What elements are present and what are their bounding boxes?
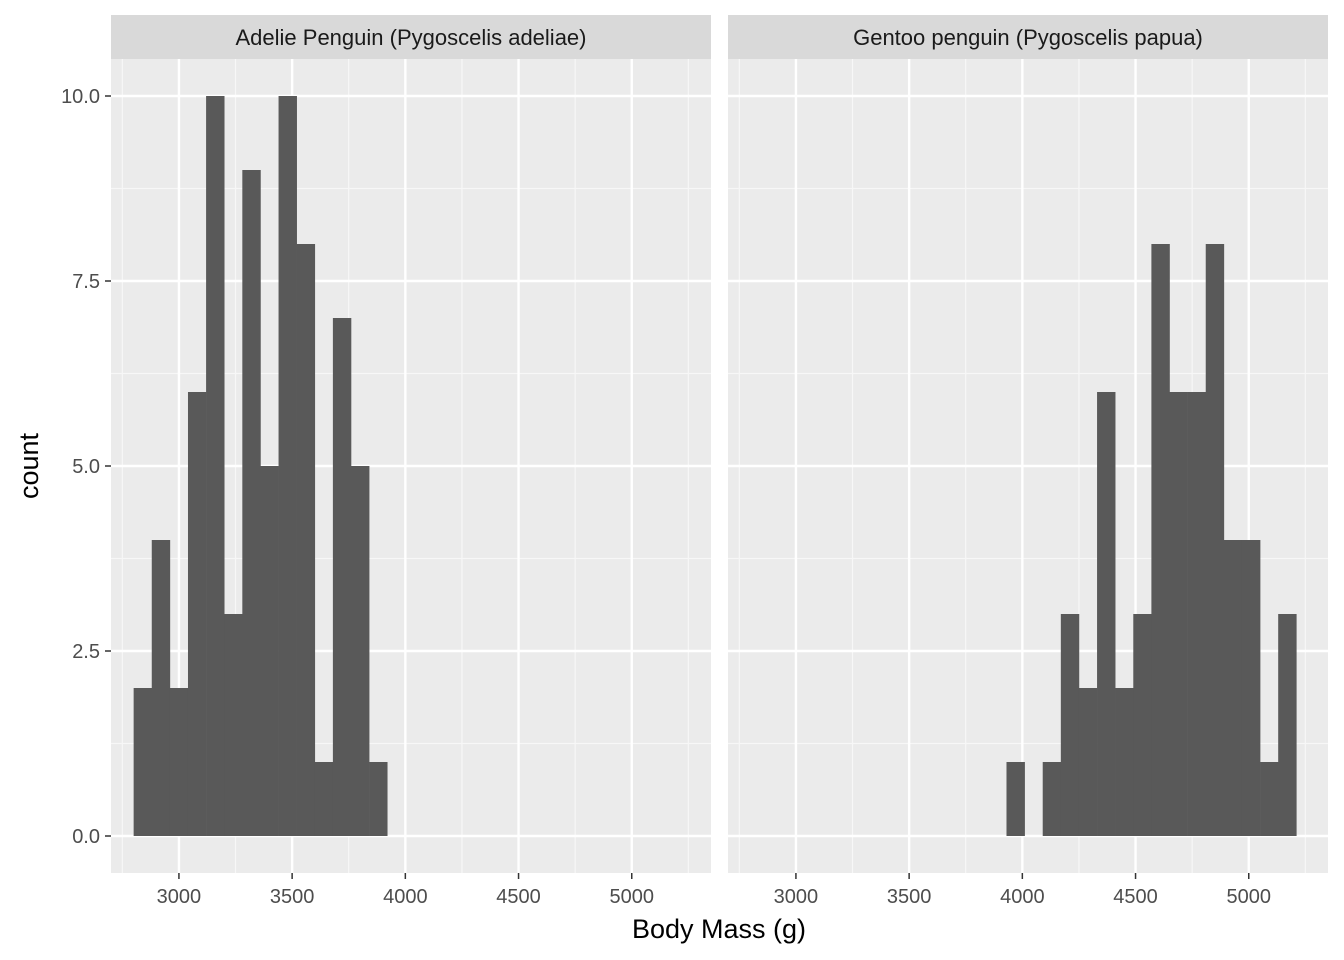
y-tick-label: 2.5 — [72, 641, 100, 663]
histogram-bar — [351, 466, 370, 836]
histogram-bar — [1223, 540, 1243, 836]
histogram-bar — [1169, 392, 1188, 836]
x-tick-label: 3000 — [157, 886, 202, 908]
histogram-bar — [242, 170, 261, 836]
histogram-bar — [1151, 244, 1170, 836]
histogram-bar — [1060, 614, 1080, 836]
x-tick-label: 3000 — [774, 886, 819, 908]
facet-label-2: Gentoo penguin (Pygoscelis papua) — [853, 25, 1203, 50]
x-tick-label: 4500 — [1113, 886, 1158, 908]
histogram-bar — [1133, 614, 1152, 836]
histogram-bar — [1078, 688, 1098, 836]
facet-strip-1 — [111, 15, 711, 59]
y-tick-label: 5.0 — [72, 456, 100, 478]
x-axis-title: Body Mass (g) — [632, 914, 806, 944]
histogram-bar — [1042, 762, 1062, 836]
y-tick-label: 0.0 — [72, 826, 100, 848]
x-tick-label: 3500 — [887, 886, 932, 908]
x-tick-label: 4000 — [383, 886, 428, 908]
y-tick-label: 7.5 — [72, 271, 100, 293]
histogram-bar — [260, 466, 279, 836]
histogram-bar — [369, 762, 388, 836]
histogram-bar — [314, 762, 334, 836]
y-tick-label: 10.0 — [61, 86, 100, 108]
histogram-bar — [278, 96, 297, 836]
histogram-bar — [1097, 392, 1116, 836]
facet-label-1: Adelie Penguin (Pygoscelis adeliae) — [236, 25, 587, 50]
histogram-bar — [1241, 540, 1261, 836]
x-tick-label: 5000 — [610, 886, 655, 908]
histogram-bar — [169, 688, 189, 836]
histogram-bar — [206, 96, 225, 836]
x-tick-label: 3500 — [270, 886, 315, 908]
histogram-bar — [296, 244, 316, 836]
histogram-bar — [1187, 392, 1207, 836]
histogram-bar — [187, 392, 207, 836]
histogram-bar — [1006, 762, 1025, 836]
histogram-bar — [1205, 244, 1225, 836]
histogram-bar — [1278, 614, 1297, 836]
facet-strip-2 — [728, 15, 1328, 59]
histogram-bar — [1115, 688, 1134, 836]
histogram-bar — [1260, 762, 1279, 836]
histogram-bar — [224, 614, 243, 836]
histogram-bar — [133, 688, 153, 836]
y-axis-title: count — [14, 432, 44, 499]
histogram-bar — [332, 318, 352, 836]
x-tick-label: 4500 — [496, 886, 541, 908]
histogram-bar — [151, 540, 171, 836]
x-tick-label: 5000 — [1227, 886, 1272, 908]
x-tick-label: 4000 — [1000, 886, 1045, 908]
